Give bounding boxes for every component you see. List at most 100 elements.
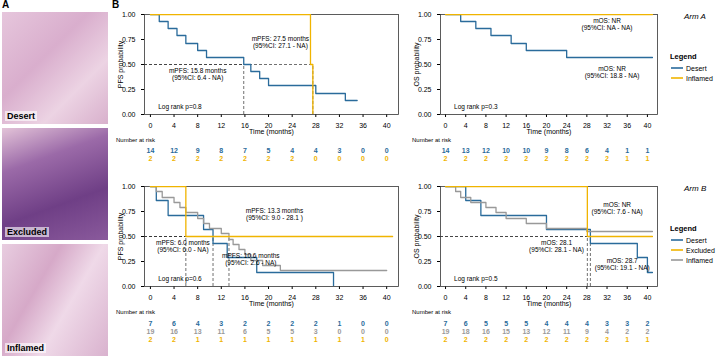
svg-text:3: 3 — [337, 147, 341, 154]
svg-text:1.00: 1.00 — [418, 183, 432, 190]
svg-text:36: 36 — [623, 294, 631, 301]
svg-text:16: 16 — [241, 294, 249, 301]
svg-text:mPFS: 27.5 months(95%CI: 27.1: mPFS: 27.5 months(95%CI: 27.1 - NA) — [252, 35, 310, 50]
svg-text:4: 4 — [196, 320, 200, 327]
svg-text:28: 28 — [583, 294, 591, 301]
svg-text:2: 2 — [444, 155, 448, 162]
svg-text:0: 0 — [361, 320, 365, 327]
svg-text:mOS: NR(95%CI: 18.8 - NA): mOS: NR(95%CI: 18.8 - NA) — [585, 65, 640, 80]
svg-text:0.00: 0.00 — [122, 111, 136, 118]
svg-text:2: 2 — [464, 155, 468, 162]
svg-text:1: 1 — [219, 336, 223, 343]
svg-text:28: 28 — [583, 122, 591, 129]
svg-text:3: 3 — [219, 320, 223, 327]
svg-text:6: 6 — [172, 320, 176, 327]
svg-text:4: 4 — [585, 320, 589, 327]
svg-text:12: 12 — [502, 122, 510, 129]
svg-text:5: 5 — [484, 320, 488, 327]
svg-text:0: 0 — [337, 328, 341, 335]
svg-text:Log rank p=0.8: Log rank p=0.8 — [158, 103, 202, 111]
svg-text:4: 4 — [545, 320, 549, 327]
svg-text:5: 5 — [524, 320, 528, 327]
svg-text:0: 0 — [385, 336, 389, 343]
svg-text:0: 0 — [385, 320, 389, 327]
svg-text:OS probability: OS probability — [413, 42, 421, 86]
svg-text:1: 1 — [337, 336, 341, 343]
svg-text:12: 12 — [170, 147, 178, 154]
svg-text:1: 1 — [361, 336, 365, 343]
svg-text:Log rank p=0.5: Log rank p=0.5 — [454, 275, 498, 283]
svg-text:0: 0 — [361, 155, 365, 162]
svg-text:2: 2 — [172, 155, 176, 162]
svg-text:1: 1 — [625, 155, 629, 162]
svg-text:2: 2 — [314, 320, 318, 327]
svg-text:8: 8 — [484, 294, 488, 301]
svg-text:8: 8 — [484, 122, 488, 129]
svg-text:1: 1 — [645, 336, 649, 343]
svg-text:9: 9 — [585, 328, 589, 335]
svg-text:0: 0 — [385, 155, 389, 162]
svg-text:9: 9 — [545, 147, 549, 154]
svg-text:6: 6 — [243, 328, 247, 335]
svg-text:Time (months): Time (months) — [249, 300, 294, 308]
svg-text:6: 6 — [464, 320, 468, 327]
svg-text:40: 40 — [644, 122, 652, 129]
svg-text:8: 8 — [219, 147, 223, 154]
svg-text:1.00: 1.00 — [122, 11, 136, 18]
svg-text:2: 2 — [585, 155, 589, 162]
svg-text:32: 32 — [336, 294, 344, 301]
svg-text:18: 18 — [462, 328, 470, 335]
svg-text:40: 40 — [644, 294, 652, 301]
svg-text:5: 5 — [267, 328, 271, 335]
svg-text:0.75: 0.75 — [418, 208, 432, 215]
svg-text:2: 2 — [524, 155, 528, 162]
svg-text:2: 2 — [545, 155, 549, 162]
svg-text:1.00: 1.00 — [418, 11, 432, 18]
svg-text:mPFS: 6.0 months(95%CI: 6.0 -: mPFS: 6.0 months(95%CI: 6.0 - NA) — [156, 239, 211, 254]
svg-text:13: 13 — [194, 328, 202, 335]
svg-text:2: 2 — [172, 336, 176, 343]
svg-text:1: 1 — [625, 336, 629, 343]
svg-text:32: 32 — [603, 294, 611, 301]
svg-text:0: 0 — [314, 155, 318, 162]
svg-text:12: 12 — [502, 294, 510, 301]
svg-text:16: 16 — [241, 122, 249, 129]
svg-text:1: 1 — [196, 336, 200, 343]
svg-text:7: 7 — [444, 320, 448, 327]
svg-text:6: 6 — [585, 147, 589, 154]
svg-text:32: 32 — [603, 122, 611, 129]
svg-text:2: 2 — [585, 336, 589, 343]
svg-text:Log rank p=0.3: Log rank p=0.3 — [454, 103, 498, 111]
svg-text:Time (months): Time (months) — [527, 128, 572, 136]
svg-text:0.00: 0.00 — [122, 283, 136, 290]
svg-text:4: 4 — [464, 294, 468, 301]
svg-text:1: 1 — [290, 336, 294, 343]
svg-text:28: 28 — [312, 294, 320, 301]
svg-text:4: 4 — [605, 147, 609, 154]
svg-text:2: 2 — [605, 155, 609, 162]
svg-text:OS probability: OS probability — [413, 214, 421, 258]
svg-text:8: 8 — [196, 122, 200, 129]
svg-text:mOS: NR(95%CI: 7.6 - NA): mOS: NR(95%CI: 7.6 - NA) — [591, 201, 642, 216]
svg-text:2: 2 — [219, 155, 223, 162]
svg-text:2: 2 — [464, 336, 468, 343]
svg-text:mOS: 28.1(95%CI: 28.1 - NA): mOS: 28.1(95%CI: 28.1 - NA) — [529, 239, 584, 254]
svg-text:0: 0 — [337, 155, 341, 162]
svg-text:PFS probability: PFS probability — [117, 40, 125, 88]
svg-text:10: 10 — [502, 147, 510, 154]
svg-text:2: 2 — [243, 320, 247, 327]
svg-text:2: 2 — [605, 336, 609, 343]
svg-text:5: 5 — [290, 328, 294, 335]
svg-text:40: 40 — [383, 294, 391, 301]
svg-text:28: 28 — [312, 122, 320, 129]
svg-text:14: 14 — [147, 147, 155, 154]
svg-text:2: 2 — [243, 155, 247, 162]
svg-text:0: 0 — [361, 328, 365, 335]
svg-text:5: 5 — [504, 320, 508, 327]
svg-text:2: 2 — [290, 155, 294, 162]
svg-text:8: 8 — [565, 147, 569, 154]
svg-text:2: 2 — [196, 155, 200, 162]
svg-text:13: 13 — [522, 328, 530, 335]
svg-text:9: 9 — [196, 147, 200, 154]
svg-text:0: 0 — [148, 122, 152, 129]
